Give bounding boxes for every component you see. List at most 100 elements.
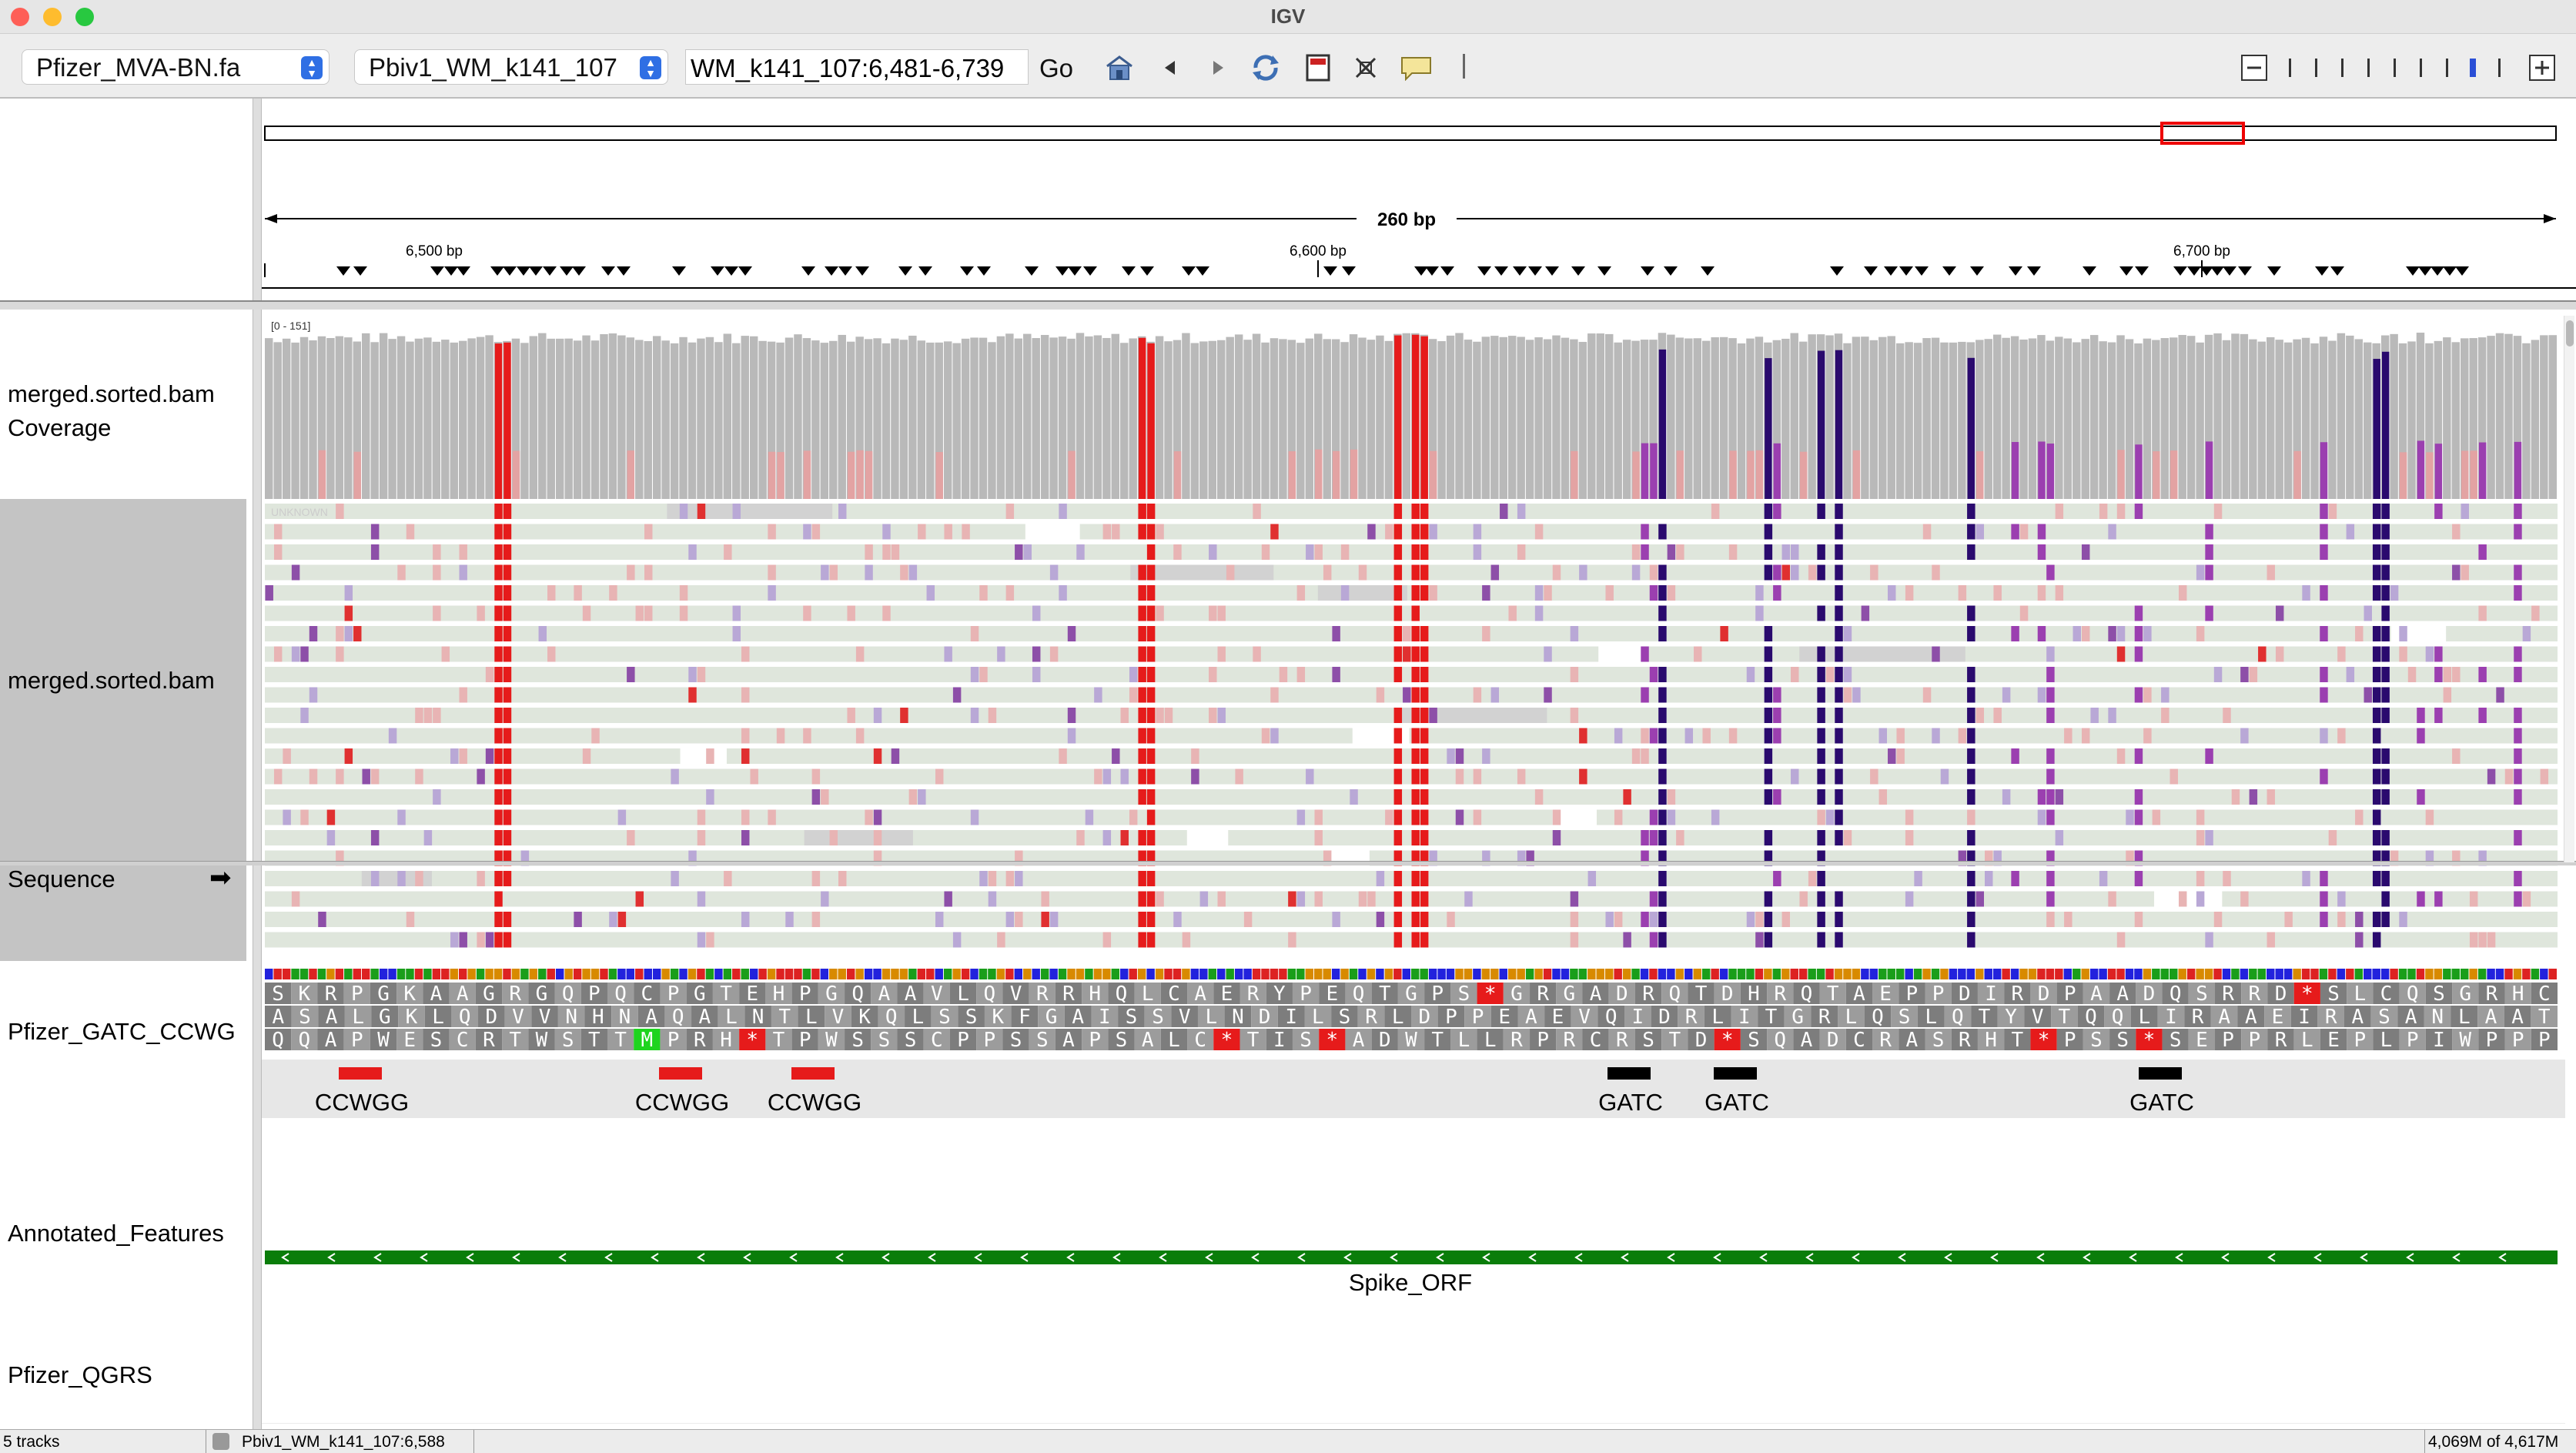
zoom-in-icon[interactable] (2529, 55, 2555, 81)
sequence-base (1182, 969, 1190, 979)
forward-icon[interactable] (1201, 51, 1235, 85)
sequence-base (423, 969, 432, 979)
zoom-ticks[interactable] (2289, 59, 2501, 77)
home-icon[interactable] (1102, 51, 1136, 85)
amino-acid (1160, 983, 1188, 1004)
alignment-track-name-bg[interactable] (0, 499, 246, 961)
current-region-box[interactable] (2160, 122, 2245, 145)
panel-divider[interactable] (253, 99, 262, 1429)
amino-acid (1450, 1029, 1477, 1050)
coverage-bar (273, 342, 282, 499)
amino-acid (2320, 1029, 2347, 1050)
gatc-ccwg-track[interactable]: CCWGG CCWGG CCWGG GATC GATC GATC (262, 1060, 2565, 1118)
alignment-scrollbar[interactable] (2564, 316, 2574, 862)
sequence-base (1578, 969, 1587, 979)
amino-acid-letter: H (720, 1029, 732, 1052)
motif-label: GATC (1705, 1089, 1769, 1116)
sequence-base (608, 969, 617, 979)
zoom-widget[interactable] (2240, 52, 2556, 83)
read-mismatch (2099, 504, 2108, 519)
popup-info-icon[interactable] (1400, 51, 1434, 85)
amino-acid (2215, 983, 2242, 1004)
amino-acid (1571, 1006, 1598, 1027)
read-mismatch (2019, 605, 2029, 621)
zoom-tick (2367, 59, 2370, 77)
refresh-icon[interactable] (1249, 51, 1283, 85)
ruler-icon[interactable] (1301, 51, 1335, 85)
read-mismatch (2417, 708, 2425, 723)
zoom-tick (2341, 59, 2343, 77)
read-mismatch (1340, 544, 1350, 560)
read-mismatch (1905, 891, 1914, 907)
amino-acid-letter: L (1312, 1006, 1324, 1029)
sequence-strand-arrow-icon[interactable]: ➡ (209, 863, 232, 892)
gatc-ccwg-track-name[interactable]: Pfizer_GATC_CCWG (8, 1018, 236, 1045)
annotated-features-track[interactable]: Spike_ORF (262, 1246, 2565, 1300)
read-mismatch (1905, 830, 1914, 845)
read-mismatch (1641, 912, 1649, 927)
read-mismatch (1411, 789, 1420, 805)
amino-acid-letter: A (2511, 1006, 2524, 1029)
sequence-base (1816, 969, 1825, 979)
coverage-mismatch (1817, 350, 1825, 499)
coverage-bar (785, 337, 794, 499)
back-icon[interactable] (1153, 51, 1187, 85)
chromosome-ideogram[interactable] (264, 126, 2557, 141)
read-mismatch (2381, 768, 2390, 785)
coverage-track[interactable]: [0 - 151] (262, 316, 2565, 499)
qgrs-track-name[interactable]: Pfizer_QGRS (8, 1361, 152, 1388)
sequence-base (2293, 969, 2301, 979)
coverage-bar (388, 339, 396, 499)
ruler-track[interactable]: 260 bp 6,500 bp 6,600 bp 6,700 bp (262, 99, 2576, 300)
amino-acid (1977, 1029, 2005, 1050)
ruler-marker (1942, 266, 1956, 276)
coverage-bar (1446, 335, 1455, 499)
amino-acid (660, 1029, 687, 1050)
amino-acid-letter: T (1247, 1029, 1260, 1052)
coverage-bar (282, 338, 291, 499)
amino-acid-letter: P (2486, 1029, 2498, 1052)
ruler-marker (1571, 266, 1585, 276)
amino-acid (1038, 1006, 1065, 1027)
alignment-track-name[interactable]: merged.sorted.bam (8, 667, 215, 694)
coverage-bar (317, 336, 326, 499)
alignment-track[interactable]: UNKNOWN (262, 501, 2565, 959)
go-button[interactable]: Go (1039, 54, 1074, 82)
panel-divider-horizontal[interactable] (0, 861, 2576, 865)
read-mismatch (2116, 932, 2126, 948)
scrollbar-thumb[interactable] (2566, 320, 2574, 347)
annotated-features-track-name[interactable]: Annotated_Features (8, 1220, 224, 1247)
sequence-track-name[interactable]: Sequence (8, 865, 115, 892)
coverage-mismatch (2478, 442, 2487, 499)
read-mismatch (2514, 708, 2522, 723)
sequence-base (2204, 969, 2213, 979)
coverage-bar (2301, 337, 2310, 499)
read-mismatch (732, 504, 741, 519)
amino-acid (1239, 983, 1266, 1004)
read-mismatch (1878, 789, 1888, 805)
sequence-base (1790, 969, 1798, 979)
read-mismatch (2452, 850, 2461, 866)
read-mismatch (2514, 524, 2522, 540)
read-mismatch (1393, 708, 1403, 723)
read-mismatch (1199, 891, 1209, 907)
zoom-out-icon[interactable] (2241, 55, 2267, 81)
close-window-button[interactable] (11, 8, 29, 26)
amino-acid (791, 1029, 818, 1050)
coverage-bar (758, 340, 767, 499)
coverage-bar (2257, 341, 2267, 499)
chromosome-dropdown[interactable]: Pbiv1_WM_k141_107 ▲ ▼ (354, 49, 668, 85)
locus-input[interactable]: WM_k141_107:6,481-6,739 (685, 49, 1029, 85)
resize-icon[interactable] (1349, 51, 1383, 85)
zoom-window-button[interactable] (75, 8, 94, 26)
genome-dropdown[interactable]: Pfizer_MVA-BN.fa ▲ ▼ (22, 49, 330, 85)
read-mismatch (1764, 524, 1773, 540)
minimize-window-button[interactable] (43, 8, 62, 26)
coverage-bar (2063, 338, 2073, 499)
amino-acid-letter: P (1537, 1029, 1549, 1052)
qgrs-track[interactable] (262, 1423, 2565, 1424)
read-mismatch (2046, 768, 2055, 785)
coverage-track-name[interactable]: merged.sorted.bam Coverage (8, 380, 215, 441)
spike-orf-feature[interactable] (265, 1250, 2558, 1264)
